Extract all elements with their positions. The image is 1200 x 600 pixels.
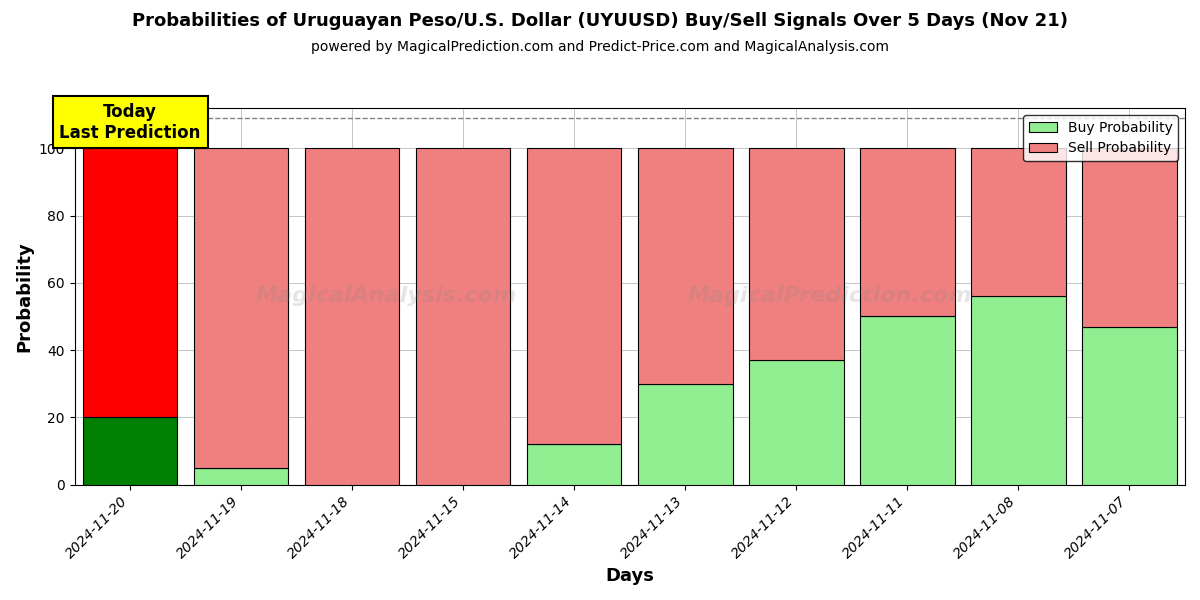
Bar (194, 148, 288, 468)
Bar (860, 148, 955, 316)
Bar (1082, 326, 1177, 485)
Y-axis label: Probability: Probability (16, 241, 34, 352)
Text: MagicalAnalysis.com: MagicalAnalysis.com (256, 286, 516, 306)
Text: Today
Last Prediction: Today Last Prediction (60, 103, 200, 142)
Bar (971, 296, 1066, 485)
Bar (638, 383, 732, 485)
Bar (527, 444, 622, 485)
Bar (1082, 148, 1177, 326)
Text: powered by MagicalPrediction.com and Predict-Price.com and MagicalAnalysis.com: powered by MagicalPrediction.com and Pre… (311, 40, 889, 54)
Bar (971, 148, 1066, 296)
Bar (860, 316, 955, 485)
Bar (83, 418, 178, 485)
Bar (749, 360, 844, 485)
Text: Probabilities of Uruguayan Peso/U.S. Dollar (UYUUSD) Buy/Sell Signals Over 5 Day: Probabilities of Uruguayan Peso/U.S. Dol… (132, 12, 1068, 30)
Bar (416, 148, 510, 485)
X-axis label: Days: Days (605, 567, 654, 585)
Bar (83, 148, 178, 418)
Text: MagicalPrediction.com: MagicalPrediction.com (688, 286, 972, 306)
Bar (749, 148, 844, 360)
Bar (305, 148, 400, 485)
Bar (194, 468, 288, 485)
Bar (638, 148, 732, 383)
Legend: Buy Probability, Sell Probability: Buy Probability, Sell Probability (1024, 115, 1178, 161)
Bar (527, 148, 622, 444)
